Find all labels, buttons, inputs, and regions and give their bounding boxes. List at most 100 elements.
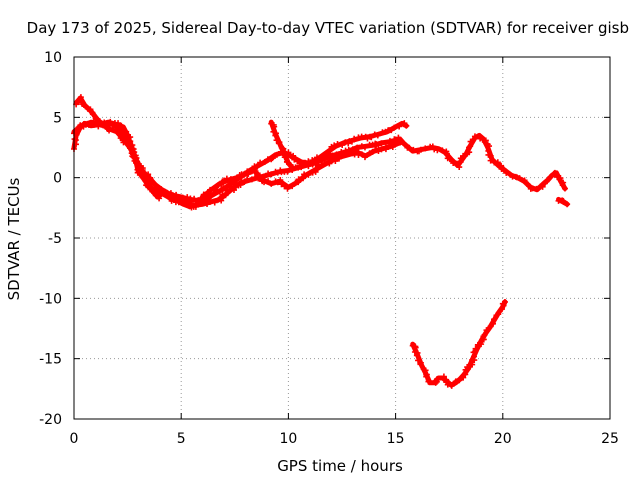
data-point <box>237 174 244 181</box>
data-point <box>334 140 341 147</box>
data-point <box>109 121 116 128</box>
data-point <box>539 183 546 190</box>
axis-ticks: 0 5 10 15 20 25 10 5 0 -5 -10 -15 -20 <box>39 50 619 447</box>
data-point <box>389 144 396 151</box>
data-point <box>197 197 204 204</box>
data-point <box>318 161 325 168</box>
data-point <box>516 175 523 182</box>
chart-title: Day 173 of 2025, Sidereal Day-to-day VTE… <box>27 19 629 37</box>
x-tick-label: 0 <box>70 431 79 447</box>
data-point <box>143 177 150 184</box>
data-point <box>218 181 225 188</box>
y-tick-label: -20 <box>39 412 62 428</box>
data-point <box>417 146 424 153</box>
data-point <box>76 97 83 104</box>
data-point <box>481 331 488 338</box>
data-point <box>281 183 288 190</box>
data-point <box>432 379 439 386</box>
data-point <box>472 345 479 352</box>
data-point <box>482 137 489 144</box>
data-point <box>222 192 229 199</box>
data-point <box>423 373 430 380</box>
data-point <box>422 145 429 152</box>
data-point <box>434 376 441 383</box>
data-point <box>417 361 424 368</box>
data-point <box>168 191 175 198</box>
data-point <box>93 119 100 126</box>
data-point <box>261 179 268 186</box>
data-point <box>318 154 325 161</box>
y-tick-label: -5 <box>48 231 62 247</box>
data-point <box>290 152 297 159</box>
data-point <box>403 122 410 129</box>
data-point <box>237 181 244 188</box>
data-point <box>289 165 296 172</box>
y-tick-label: -15 <box>39 352 62 368</box>
data-point <box>456 164 463 171</box>
data-point <box>230 187 237 194</box>
data-point <box>154 184 161 191</box>
data-point <box>241 171 248 178</box>
data-point <box>503 169 510 176</box>
data-point <box>425 378 432 385</box>
data-point <box>331 142 338 149</box>
data-point <box>138 172 145 179</box>
data-point <box>252 165 259 172</box>
series-trace-4 <box>268 119 296 172</box>
data-point <box>559 182 566 189</box>
data-point <box>285 149 292 156</box>
data-point <box>489 320 496 327</box>
data-point <box>554 174 561 181</box>
y-tick-label: -10 <box>39 291 62 307</box>
data-point <box>80 121 87 128</box>
data-point <box>85 121 92 128</box>
data-point <box>374 132 381 139</box>
data-point <box>478 341 485 348</box>
data-point <box>470 136 477 143</box>
data-point <box>521 177 528 184</box>
data-point <box>500 166 507 173</box>
data-point <box>149 187 156 194</box>
data-point <box>453 160 460 167</box>
data-point <box>271 123 278 130</box>
data-point <box>289 183 296 190</box>
data-point <box>256 173 263 180</box>
data-point <box>339 142 346 149</box>
data-point <box>386 143 393 150</box>
data-point <box>248 168 255 175</box>
data-point <box>281 154 288 161</box>
data-point <box>184 194 191 201</box>
data-point <box>446 156 453 163</box>
data-point <box>139 166 146 173</box>
data-point <box>453 378 460 385</box>
data-point <box>279 146 286 153</box>
data-point <box>273 151 280 158</box>
data-point <box>557 175 564 182</box>
data-point <box>106 127 113 134</box>
data-point <box>133 159 140 166</box>
data-point <box>211 186 218 193</box>
data-point <box>358 143 365 150</box>
data-point <box>392 140 399 147</box>
x-tick-label: 5 <box>177 431 186 447</box>
data-point <box>501 298 508 305</box>
data-point <box>483 327 490 334</box>
data-point <box>551 169 558 176</box>
data-point <box>275 140 282 147</box>
data-point <box>406 144 413 151</box>
data-point <box>351 135 358 142</box>
data-point <box>371 131 378 138</box>
data-point <box>460 374 467 381</box>
data-point <box>560 198 567 205</box>
x-axis-title: GPS time / hours <box>277 457 403 475</box>
y-axis-title: SDTVAR / TECUs <box>5 177 23 300</box>
x-tick-label: 10 <box>279 431 297 447</box>
data-point <box>311 157 318 164</box>
data-point <box>395 134 402 141</box>
data-point <box>265 178 272 185</box>
data-point <box>277 176 284 183</box>
series-layer <box>71 94 571 389</box>
data-point <box>294 158 301 165</box>
data-point <box>448 382 455 389</box>
